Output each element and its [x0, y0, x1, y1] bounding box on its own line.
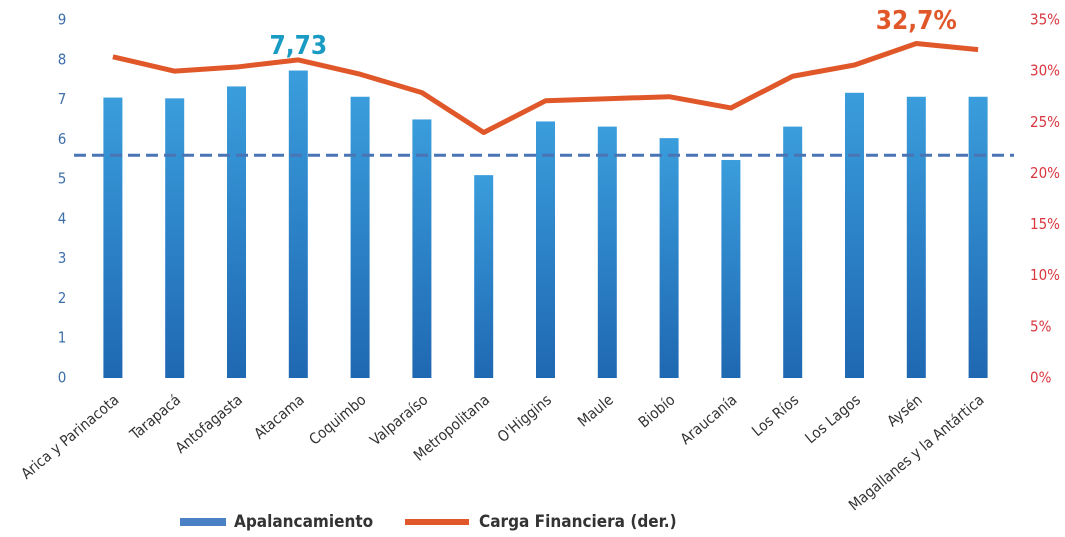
y2-tick-label: 15% [1030, 215, 1060, 233]
x-tick-label: Tarapacá [126, 391, 185, 444]
data-label: 7,73 [269, 31, 327, 61]
bar [103, 97, 123, 379]
y2-tick-label: 30% [1030, 62, 1060, 80]
bar [783, 126, 803, 378]
legend-swatch [180, 518, 226, 526]
x-tick-label: Antofagasta [172, 391, 246, 457]
x-tick-label: O'Higgins [494, 391, 555, 446]
x-tick-label: Arica y Parinacota [17, 391, 122, 483]
x-tick-label: Araucanía [677, 391, 741, 448]
y-tick-label: 9 [58, 11, 67, 29]
y2-tick-label: 10% [1030, 266, 1060, 284]
bar [659, 138, 679, 378]
bar [968, 96, 988, 378]
y-tick-label: 1 [58, 329, 67, 347]
x-tick-label: Aysén [883, 391, 925, 431]
y-tick-label: 6 [58, 130, 67, 148]
bar [597, 126, 617, 378]
bar [721, 160, 741, 378]
y-tick-label: 4 [58, 209, 67, 227]
legend-label: Apalancamiento [234, 512, 373, 532]
y2-tick-label: 25% [1030, 113, 1060, 131]
bar [227, 86, 246, 378]
data-label: 32,7% [876, 6, 957, 36]
bar [412, 119, 432, 378]
y2-tick-label: 5% [1030, 317, 1052, 335]
x-tick-label: Maule [574, 391, 617, 431]
bar [845, 92, 864, 378]
y-tick-label: 7 [58, 90, 67, 108]
y2-tick-label: 20% [1030, 164, 1060, 182]
line [112, 41, 979, 136]
bar [288, 70, 308, 379]
bar [474, 175, 494, 378]
bar [165, 98, 185, 379]
y-tick-label: 8 [58, 50, 67, 68]
y2-tick-label: 0% [1030, 369, 1052, 387]
y2-tick-label: 35% [1030, 11, 1060, 29]
bar [350, 96, 370, 378]
y-tick-label: 0 [58, 369, 67, 387]
x-tick-label: Los Ríos [748, 391, 802, 440]
legend-label: Carga Financiera (der.) [479, 512, 677, 532]
bar [536, 121, 555, 378]
y-tick-label: 2 [58, 289, 67, 307]
x-tick-label: Biobío [635, 391, 679, 432]
y-tick-label: 5 [58, 170, 67, 188]
x-tick-label: Coquimbo [305, 391, 369, 449]
x-tick-label: Atacama [251, 391, 308, 443]
x-tick-label: Los Lagos [801, 391, 863, 448]
y-tick-label: 3 [58, 249, 67, 267]
bar [906, 96, 926, 378]
